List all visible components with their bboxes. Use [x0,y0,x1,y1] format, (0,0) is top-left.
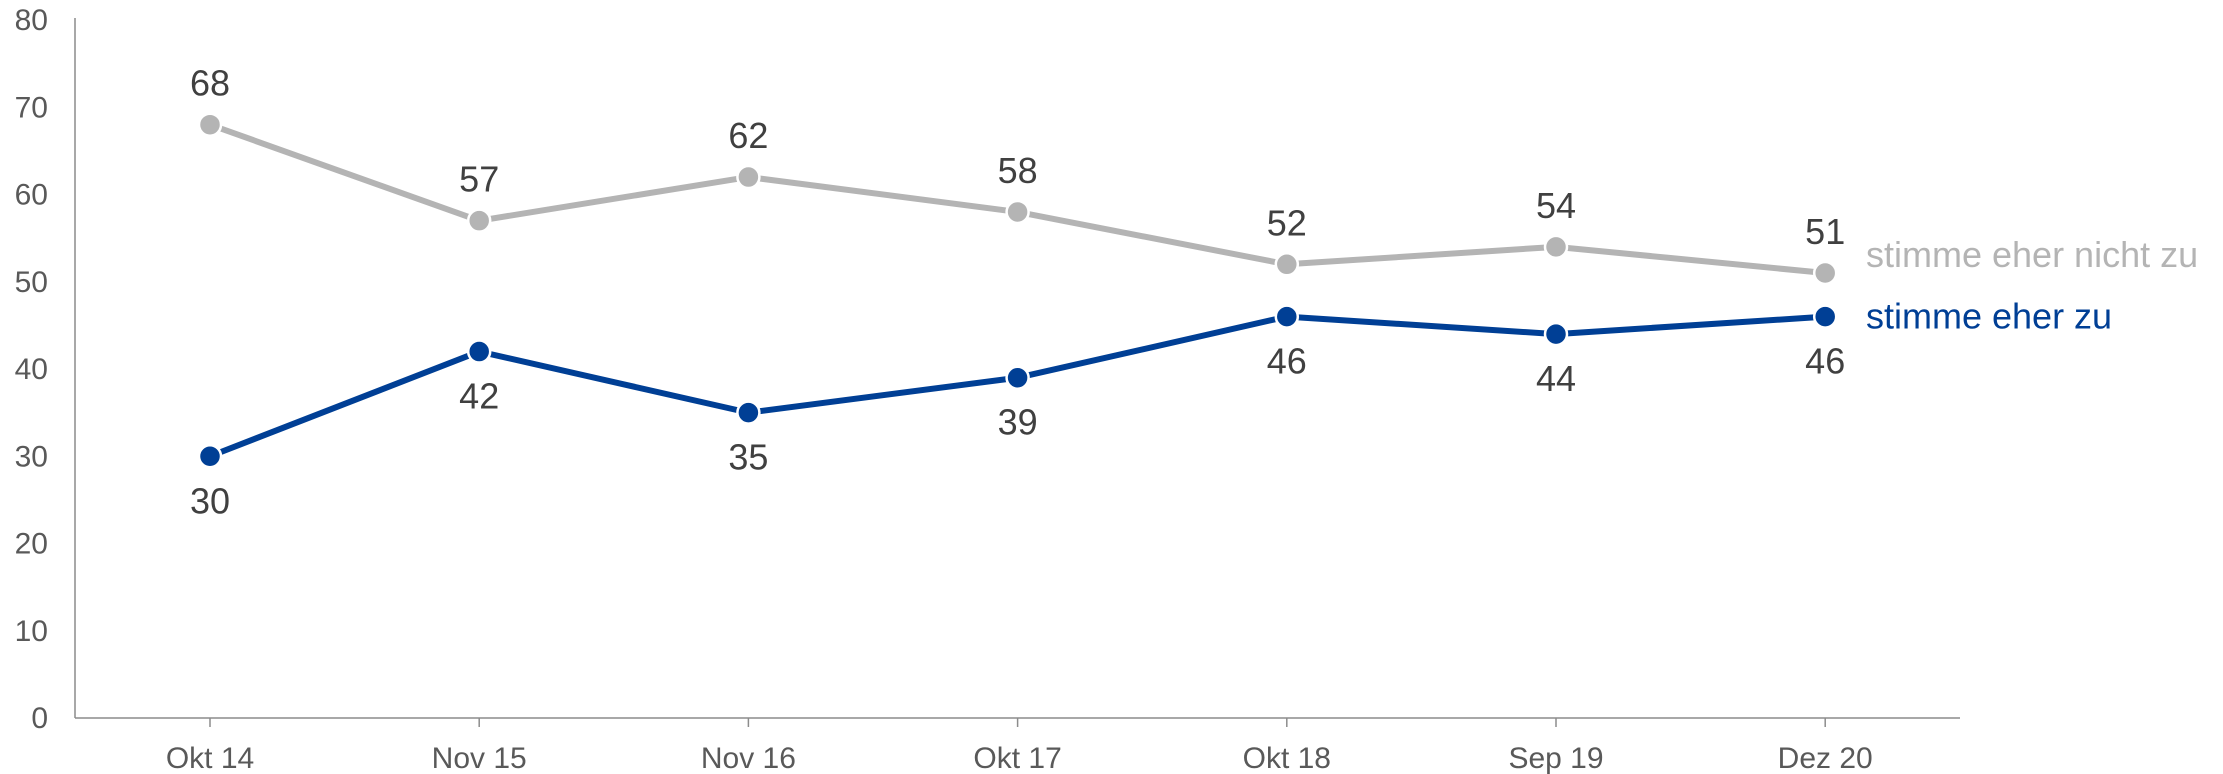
series-name-label: stimme eher zu [1866,296,2112,337]
y-tick-label: 10 [15,615,48,648]
data-labels: 68 57 62 58 52 54 51 30 42 35 39 46 44 46 [190,63,1845,522]
data-label: 39 [998,402,1038,443]
data-label: 46 [1267,341,1307,382]
y-axis: 0 10 20 30 40 50 60 70 80 [15,4,76,735]
series-line [207,121,1829,277]
data-label: 35 [728,437,768,478]
data-point [736,164,761,190]
y-tick-label: 30 [15,440,48,473]
data-point [466,339,492,364]
data-label: 46 [1805,341,1845,382]
data-point [1543,234,1569,260]
x-axis: Okt 14 Nov 15 Nov 16 Okt 17 Okt 18 Sep 19 Dez … [75,717,1960,774]
data-label: 62 [728,115,768,156]
x-tick-label: Nov 15 [432,742,527,774]
series-group [197,112,1838,469]
data-point [1274,304,1300,329]
data-label: 44 [1536,358,1576,399]
x-tick-label: Nov 16 [701,742,796,774]
data-label: 51 [1805,211,1845,252]
data-point [197,444,223,469]
data-label: 30 [190,480,230,521]
data-point [1812,260,1838,286]
data-point [466,208,492,233]
y-tick-label: 50 [15,266,48,299]
data-label: 42 [459,376,499,417]
data-point [1005,199,1030,225]
series-name-label: stimme eher nicht zu [1866,234,2198,275]
data-label: 54 [1536,185,1576,226]
x-tick-label: Okt 17 [973,742,1061,774]
series-name-labels: stimme eher nicht zu stimme eher zu [1866,234,2198,337]
x-tick-label: Sep 19 [1508,742,1603,774]
x-tick-label: Okt 18 [1243,742,1331,774]
x-tick-label: Dez 20 [1778,742,1873,774]
data-label: 58 [998,150,1038,191]
y-tick-label: 40 [15,353,48,386]
data-label: 57 [459,159,499,200]
data-point [197,112,223,137]
data-point [1812,304,1838,329]
y-tick-label: 0 [31,702,48,735]
y-tick-label: 80 [15,4,48,37]
data-label: 68 [190,63,230,104]
data-point [1274,252,1300,277]
data-point [1543,321,1569,347]
data-label: 52 [1267,202,1307,243]
data-point [736,400,761,425]
y-tick-label: 70 [15,91,48,124]
y-tick-label: 60 [15,179,48,212]
data-point [1005,365,1030,390]
x-tick-label: Okt 14 [166,742,254,774]
y-tick-label: 20 [15,528,48,561]
